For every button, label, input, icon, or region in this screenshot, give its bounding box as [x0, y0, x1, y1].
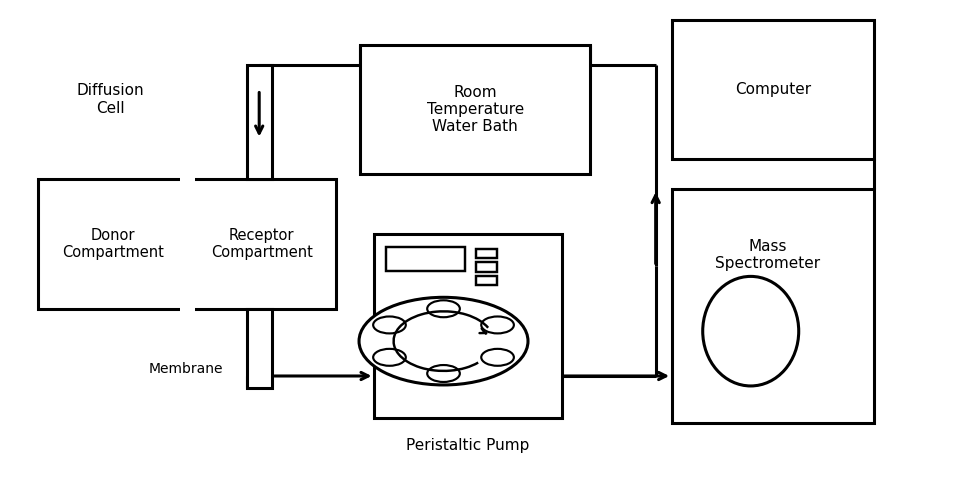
Bar — [672, 189, 874, 423]
Bar — [247, 65, 272, 179]
Bar — [672, 20, 874, 159]
Ellipse shape — [703, 276, 799, 386]
Bar — [374, 234, 562, 418]
Bar — [360, 45, 590, 174]
Text: Peristaltic Pump: Peristaltic Pump — [406, 438, 530, 453]
Circle shape — [481, 317, 514, 334]
Text: Diffusion
Cell: Diffusion Cell — [77, 83, 144, 116]
Bar — [180, 129, 195, 403]
Bar — [38, 179, 187, 309]
Circle shape — [359, 297, 528, 385]
Text: Room
Temperature
Water Bath: Room Temperature Water Bath — [426, 85, 524, 134]
Bar — [476, 276, 497, 285]
Text: Receptor
Compartment: Receptor Compartment — [210, 228, 313, 260]
Text: Mass
Spectrometer: Mass Spectrometer — [715, 239, 821, 271]
Bar — [386, 247, 465, 271]
Circle shape — [427, 300, 460, 317]
Circle shape — [373, 349, 406, 366]
Bar — [247, 309, 272, 388]
Circle shape — [427, 365, 460, 382]
Bar — [476, 262, 497, 272]
Text: Donor
Compartment: Donor Compartment — [61, 228, 164, 260]
Circle shape — [481, 349, 514, 366]
Circle shape — [373, 317, 406, 334]
Bar — [187, 179, 336, 309]
Text: Computer: Computer — [734, 82, 811, 97]
Bar — [476, 249, 497, 258]
Text: Membrane: Membrane — [149, 362, 224, 375]
